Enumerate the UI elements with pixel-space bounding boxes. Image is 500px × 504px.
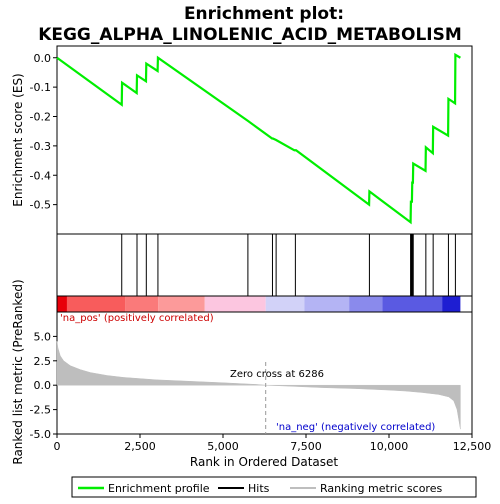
x-axis-ticks: 0 2,500 5,000 7,500 10,000 12,500 bbox=[54, 434, 492, 453]
x-axis-label: Rank in Ordered Dataset bbox=[190, 455, 338, 469]
legend: Enrichment profile Hits Ranking metric s… bbox=[71, 476, 477, 498]
legend-enrichment-label: Enrichment profile bbox=[108, 482, 210, 495]
ranking-colorbar bbox=[57, 296, 461, 312]
es-y-tick-label: -0.2 bbox=[30, 111, 51, 124]
es-y-tick-label: -0.3 bbox=[30, 140, 51, 153]
ranking-panel-frame bbox=[56, 311, 473, 435]
enrichment-profile-line bbox=[56, 52, 461, 225]
colorbar-segment bbox=[382, 296, 443, 312]
colorbar-segment bbox=[125, 296, 159, 312]
legend-ranking-label: Ranking metric scores bbox=[320, 482, 442, 495]
es-panel: 0.0 -0.1 -0.2 -0.3 -0.4 -0.5 Enrichment score… bbox=[11, 45, 473, 235]
hit-lines bbox=[121, 234, 456, 296]
x-tick-label: 2,500 bbox=[124, 440, 156, 453]
colorbar-segment bbox=[304, 296, 350, 312]
colorbar-segment bbox=[349, 296, 383, 312]
chart-title-line1: Enrichment plot: bbox=[184, 4, 344, 24]
es-y-tick-label: -0.4 bbox=[30, 169, 51, 182]
x-tick-label: 7,500 bbox=[290, 440, 322, 453]
es-y-ticks: 0.0 -0.1 -0.2 -0.3 -0.4 -0.5 bbox=[30, 52, 57, 212]
es-y-tick-label: 0.0 bbox=[34, 52, 52, 65]
legend-hits-label: Hits bbox=[248, 482, 270, 495]
x-tick-label: 5,000 bbox=[207, 440, 239, 453]
hits-panel bbox=[56, 233, 473, 297]
es-y-axis-label: Enrichment score (ES) bbox=[11, 73, 25, 206]
ranking-y-tick-label: 0.0 bbox=[34, 379, 52, 392]
x-tick-label: 10,000 bbox=[370, 440, 409, 453]
ranking-y-ticks: 5.0 2.5 0.0 -2.5 -5.0 bbox=[30, 330, 57, 441]
ranking-y-tick-label: -5.0 bbox=[30, 428, 51, 441]
colorbar-segment bbox=[204, 296, 266, 312]
ranking-panel: 5.0 2.5 0.0 -2.5 -5.0 'na_pos' (positively c… bbox=[11, 279, 473, 465]
colorbar-segment bbox=[66, 296, 126, 312]
ranking-y-tick-label: 2.5 bbox=[34, 355, 52, 368]
colorbar-segment bbox=[265, 296, 305, 312]
es-y-tick-label: -0.1 bbox=[30, 81, 51, 94]
es-y-tick-label: -0.5 bbox=[30, 199, 51, 212]
pos-label: 'na_pos' (positively correlated) bbox=[60, 313, 214, 324]
zero-cross-label: Zero cross at 6286 bbox=[230, 369, 324, 380]
ranking-y-tick-label: 5.0 bbox=[34, 330, 52, 343]
chart-title-line2: KEGG_ALPHA_LINOLENIC_ACID_METABOLISM bbox=[38, 25, 462, 45]
ranking-y-axis-label: Ranked list metric (PreRanked) bbox=[11, 279, 25, 464]
ranking-y-tick-label: -2.5 bbox=[30, 404, 51, 417]
colorbar-segment bbox=[158, 296, 205, 312]
es-panel-frame bbox=[56, 45, 473, 235]
colorbar-segment bbox=[57, 296, 67, 312]
x-tick-label: 0 bbox=[54, 440, 61, 453]
x-tick-label: 12,500 bbox=[453, 440, 492, 453]
neg-label: 'na_neg' (negatively correlated) bbox=[276, 422, 435, 433]
hits-panel-frame bbox=[56, 233, 473, 297]
legend-box bbox=[71, 476, 477, 498]
colorbar-segment bbox=[442, 296, 461, 312]
colorbar-panel bbox=[56, 295, 473, 313]
